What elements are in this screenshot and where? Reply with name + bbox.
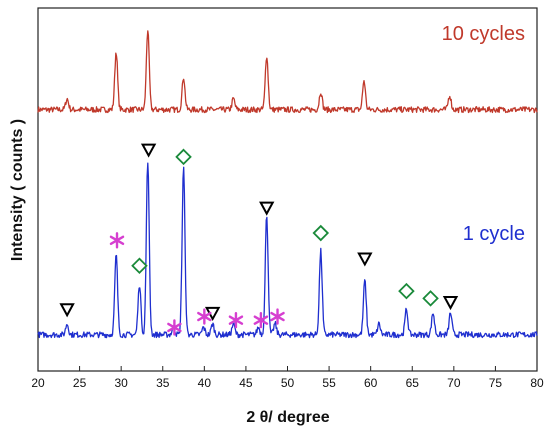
diamond-marker <box>398 282 415 300</box>
x-tick-label: 40 <box>198 376 212 390</box>
x-tick-label: 25 <box>73 376 87 390</box>
triangle-marker <box>140 143 157 158</box>
series-label-10-cycles: 10 cycles <box>442 23 525 45</box>
star-marker <box>197 308 212 325</box>
star-marker <box>228 311 244 329</box>
series-label-1-cycle: 1 cycle <box>463 223 525 245</box>
x-tick-label: 20 <box>31 376 45 390</box>
x-tick-label: 75 <box>489 376 503 390</box>
triangle-marker <box>357 252 373 267</box>
series-line <box>37 162 538 339</box>
peak-markers <box>59 143 459 336</box>
x-tick-label: 45 <box>239 376 253 390</box>
x-tick-label: 55 <box>322 376 336 390</box>
x-tick-label: 30 <box>114 376 128 390</box>
diamond-marker <box>175 148 192 166</box>
star-marker <box>253 311 269 329</box>
triangle-marker <box>59 303 75 318</box>
x-tick-label: 50 <box>281 376 295 390</box>
x-tick-label: 80 <box>530 376 544 390</box>
x-tick-label: 60 <box>364 376 378 390</box>
x-tick-label: 35 <box>156 376 170 390</box>
plot-frame <box>37 7 538 372</box>
diamond-marker <box>131 257 148 275</box>
y-axis-label: Intensity ( counts ) <box>9 119 26 261</box>
star-marker <box>270 308 285 325</box>
x-tick-label: 65 <box>406 376 420 390</box>
star-marker <box>109 232 125 249</box>
triangle-marker <box>442 296 459 311</box>
diamond-marker <box>422 290 439 307</box>
x-tick-label: 70 <box>447 376 461 390</box>
diamond-marker <box>312 224 330 242</box>
curves <box>37 30 538 339</box>
series-line <box>37 30 538 114</box>
star-marker <box>167 319 182 336</box>
x-axis-label: 2 θ/ degree <box>246 409 329 426</box>
triangle-marker <box>259 201 275 216</box>
x-axis: 20 25 30 35 40 45 50 55 60 65 70 75 80 <box>31 366 544 390</box>
